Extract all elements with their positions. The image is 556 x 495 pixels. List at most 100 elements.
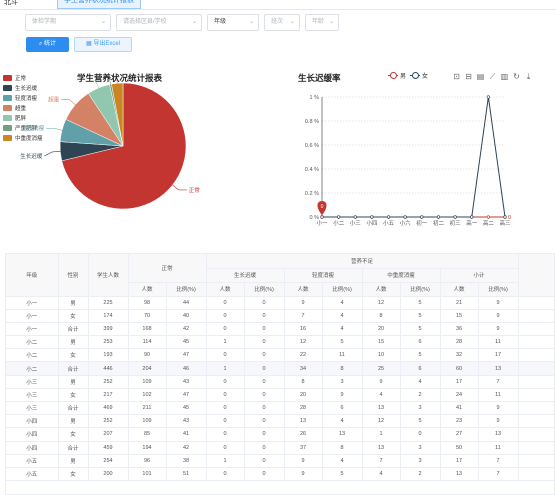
table-cell: 9: [478, 401, 519, 416]
bar-icon[interactable]: ▥: [500, 72, 509, 81]
table-row[interactable]: 小五女 200 101 51 0 0 9 5 4 2 13 7: [6, 467, 554, 482]
table-row[interactable]: 小四男 252 109 43 0 0 13 4 12 5 23 9: [6, 414, 554, 429]
legend-item-female[interactable]: 女: [410, 71, 428, 80]
table-cell: 合计: [58, 322, 89, 337]
table-cell: 2: [400, 388, 441, 403]
data-point[interactable]: [470, 215, 474, 219]
table-cell: 小二: [6, 361, 59, 376]
data-point[interactable]: [386, 215, 391, 219]
exam-term-select[interactable]: 体检学期 ⌄: [25, 14, 111, 31]
download-icon[interactable]: ⤓: [526, 72, 531, 81]
data-point[interactable]: [453, 215, 457, 219]
table-row[interactable]: 小三女 217 102 47 0 0 20 9 4 2 24 11: [6, 388, 554, 403]
table-row[interactable]: 小二女 193 90 47 0 0 22 11 10 5 32 17: [6, 348, 554, 363]
data-point[interactable]: [420, 215, 424, 219]
table-cell: [518, 375, 554, 389]
table-cell: 101: [128, 467, 167, 482]
table-cell: 5: [400, 322, 441, 337]
data-point[interactable]: [337, 215, 341, 219]
line-chart-legend: 男 女: [388, 71, 428, 80]
table-cell: 小五: [6, 454, 59, 468]
district-school-select[interactable]: 请选择区县/学校 ⌄: [116, 14, 202, 31]
export-excel-button[interactable]: ▦ 导出Excel: [74, 37, 132, 52]
table-cell: 85: [128, 427, 167, 442]
table-row[interactable]: 小二 合计 446 204 46 1 0 34 8 25 6 60 13: [6, 361, 554, 376]
table-cell: 小三: [6, 375, 59, 389]
table-cell: 女: [58, 309, 89, 323]
table-cell: 0: [244, 322, 285, 337]
table-cell: 5: [400, 309, 441, 323]
x-tick-label: 小三: [350, 219, 362, 227]
data-point[interactable]: [320, 215, 324, 219]
table-cell: 194: [128, 441, 167, 455]
pie-legend-item[interactable]: 中重度消瘦: [3, 133, 43, 143]
stats-button[interactable]: ⌕ 统计: [26, 37, 69, 52]
pie-slice[interactable]: [61, 82, 187, 210]
table-cell: 0: [206, 441, 245, 455]
table-row[interactable]: 小四女 207 85 41 0 0 26 13 1 0 27 13: [6, 427, 554, 442]
zoom-reset-icon[interactable]: ⊟: [465, 72, 472, 81]
th-ratio: 比例(%): [478, 282, 519, 297]
pie-slice[interactable]: [111, 82, 124, 147]
table-row[interactable]: 小一女 174 70 40 0 0 7 4 8 5 15 9: [6, 309, 554, 323]
legend-item-male[interactable]: 男: [388, 71, 406, 80]
x-tick-label: 高三: [499, 219, 511, 227]
table-cell: 0: [244, 335, 285, 350]
zoom-icon[interactable]: ⊡: [453, 72, 460, 81]
table-row[interactable]: 小一 合计 399 168 42 0 0 16 4 20 5 36 9: [6, 322, 554, 337]
data-point[interactable]: [436, 215, 441, 219]
data-point[interactable]: [486, 95, 490, 99]
table-row[interactable]: 小二男 253 114 45 1 0 12 5 15 6 28 11: [6, 335, 554, 350]
pie-legend-item[interactable]: 严重肥胖: [3, 123, 43, 133]
table-cell: 3: [400, 401, 441, 416]
table-cell: 小一: [6, 322, 59, 337]
table-cell: 小五: [6, 467, 59, 482]
pie-legend-item[interactable]: 生长迟缓: [3, 83, 43, 93]
table-row[interactable]: 小四 合计 459 194 42 0 0 37 8 13 3 50 11: [6, 441, 554, 455]
table-row[interactable]: 小三 合计 469 211 45 0 0 28 6 13 3 41 9: [6, 401, 554, 416]
table-cell: 13: [362, 401, 401, 416]
table-cell: 3: [400, 441, 441, 455]
pie-legend-item[interactable]: 超重: [3, 103, 43, 113]
table-row[interactable]: 小五男 254 96 38 1 0 9 4 7 3 17 7: [6, 454, 554, 468]
table-row[interactable]: 小一男 225 98 44 0 0 9 4 12 5 21 9: [6, 296, 554, 310]
th-ratio: 比例(%): [322, 282, 363, 297]
series-line[interactable]: [322, 96, 506, 218]
table-cell: 16: [284, 322, 323, 337]
legend-label: 严重肥胖: [15, 126, 38, 132]
data-point[interactable]: [486, 215, 490, 219]
data-point[interactable]: [503, 215, 507, 219]
table-cell: 9: [478, 309, 519, 323]
pie-label-line: [109, 80, 111, 85]
restore-icon[interactable]: ↻: [513, 72, 520, 81]
table-cell: 4: [362, 467, 401, 482]
pie-legend-item[interactable]: 肥胖: [3, 113, 43, 123]
pie-slice-label: 正常: [189, 186, 201, 194]
class-select[interactable]: 班次 ⌄: [264, 14, 300, 31]
data-point[interactable]: [370, 215, 374, 219]
th-extra: [518, 254, 554, 297]
legend-swatch: [3, 95, 12, 101]
th-stunting: 生长迟缓: [206, 268, 285, 283]
table-cell: 13: [284, 414, 323, 429]
table-cell: 51: [166, 467, 207, 482]
table-row[interactable]: 小三男 252 109 43 0 0 8 3 9 4 17 7: [6, 375, 554, 389]
age-select[interactable]: 年龄 ⌄: [305, 14, 339, 31]
table-cell: 9: [284, 454, 323, 468]
table-cell: 36: [440, 322, 479, 337]
table-cell: 0: [244, 454, 285, 468]
table-cell: [518, 441, 554, 455]
data-view-icon[interactable]: ▤: [476, 72, 485, 81]
table-cell: 17: [440, 454, 479, 468]
table-cell: 5: [400, 414, 441, 429]
data-point[interactable]: [353, 215, 357, 219]
table-cell: 114: [128, 335, 167, 350]
line-icon[interactable]: ⟋: [489, 72, 496, 81]
max-marker-pin[interactable]: [317, 201, 327, 215]
pie-legend-item[interactable]: 正常: [3, 73, 43, 83]
pie-legend-item[interactable]: 轻度消瘦: [3, 93, 43, 103]
tab-nutrition-report[interactable]: 学生营养状况统计报表: [57, 0, 141, 9]
table-cell: 23: [440, 414, 479, 429]
data-point[interactable]: [403, 215, 407, 219]
grade-select[interactable]: 年级 ⌄: [207, 14, 259, 31]
